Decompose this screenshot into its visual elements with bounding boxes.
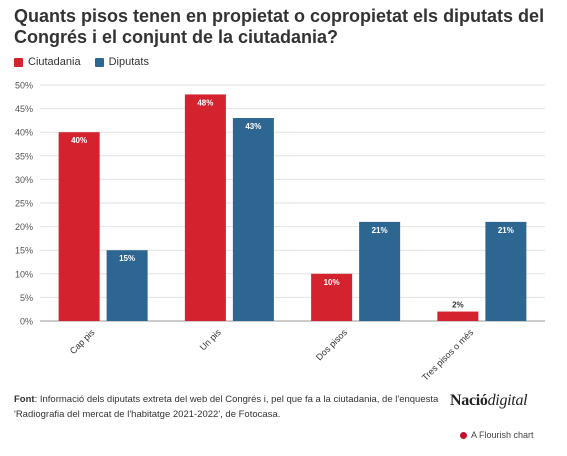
y-tick-label: 50% <box>15 81 33 91</box>
data-label: 21% <box>372 226 388 235</box>
bar <box>437 311 479 321</box>
x-tick-label: Dos pisos <box>314 327 349 362</box>
y-tick-label: 10% <box>15 269 33 279</box>
source-note: Font: Informació dels diputats extreta d… <box>14 392 444 422</box>
y-tick-label: 45% <box>15 104 33 114</box>
chart-title: Quants pisos tenen en propietat o coprop… <box>14 6 545 47</box>
legend-label-diputats: Diputats <box>108 56 149 68</box>
bar <box>106 250 148 321</box>
x-tick-label: Cap pis <box>68 327 97 356</box>
legend-swatch-ciutadania <box>14 57 23 67</box>
flourish-credit[interactable]: A Flourish chart <box>460 430 534 440</box>
data-label: 48% <box>197 98 213 107</box>
y-tick-label: 15% <box>15 246 33 256</box>
bar <box>485 221 527 321</box>
flourish-credit-text: A Flourish chart <box>471 430 534 440</box>
x-tick-label: Un pis <box>198 327 223 352</box>
data-label: 21% <box>498 226 514 235</box>
flourish-logo-icon <box>460 431 467 439</box>
legend: Ciutadania Diputats <box>14 56 149 68</box>
bar <box>184 94 226 321</box>
y-tick-label: 20% <box>15 222 33 232</box>
bar <box>359 221 401 321</box>
data-label: 2% <box>452 301 464 310</box>
y-tick-label: 0% <box>20 317 33 327</box>
data-label: 10% <box>324 278 340 287</box>
brand-logo[interactable]: Naciódigital <box>450 392 528 410</box>
y-tick-label: 5% <box>20 293 33 303</box>
y-tick-label: 30% <box>15 175 33 185</box>
data-label: 40% <box>71 136 87 145</box>
source-label: Font <box>14 394 35 405</box>
legend-item-ciutadania[interactable]: Ciutadania <box>14 56 81 68</box>
bar <box>58 132 100 321</box>
y-tick-label: 40% <box>15 128 33 138</box>
data-label: 43% <box>245 122 261 131</box>
bar-chart: 0% 5% 10% 15% 20% 25% 30% 35% 40% 45% 50% 40% 15% Cap… <box>15 81 545 382</box>
y-tick-label: 25% <box>15 199 33 209</box>
source-text: : Informació dels diputats extreta del w… <box>14 394 439 420</box>
brand-part-1: Nació <box>450 392 488 409</box>
bar <box>311 273 353 321</box>
bar <box>232 118 274 321</box>
legend-label-ciutadania: Ciutadania <box>28 56 81 68</box>
y-tick-label: 35% <box>15 151 33 161</box>
data-label: 15% <box>119 254 135 263</box>
legend-swatch-diputats <box>94 57 104 67</box>
legend-item-diputats[interactable]: Diputats <box>94 56 149 68</box>
brand-part-2: digital <box>487 392 528 409</box>
x-tick-label: Tres pisos o més <box>420 327 476 382</box>
